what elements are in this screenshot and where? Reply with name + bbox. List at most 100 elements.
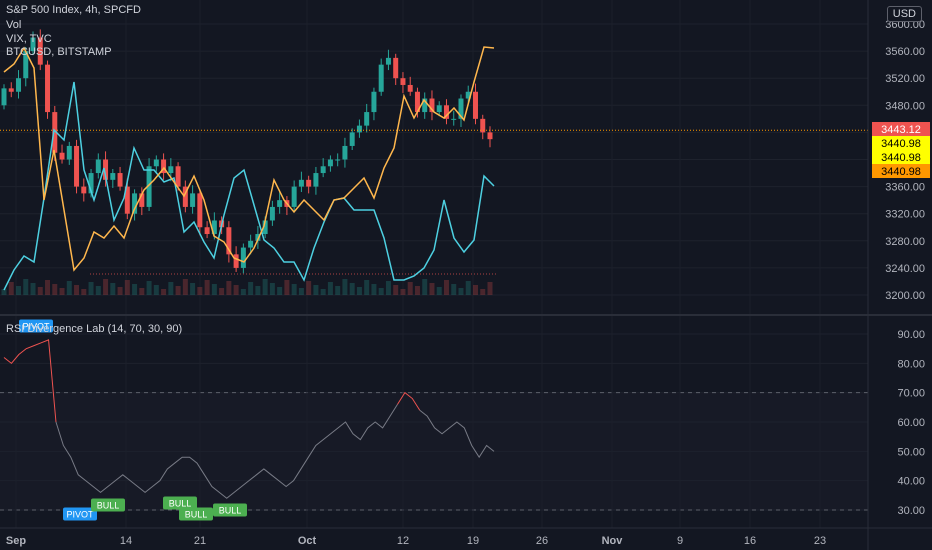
- legend-btcusd[interactable]: BTCUSD, BITSTAMP: [6, 46, 112, 58]
- price-label-text[interactable]: 3440.98: [881, 138, 921, 150]
- candle-body: [74, 145, 80, 187]
- candle-body: [269, 206, 275, 221]
- volume-bar: [313, 285, 319, 295]
- volume-bar: [342, 279, 348, 295]
- volume-bar: [327, 282, 333, 295]
- volume-bar: [117, 287, 123, 295]
- volume-bar: [277, 287, 283, 295]
- price-label-text[interactable]: 3440.98: [881, 152, 921, 164]
- time-tick-label: 23: [814, 535, 826, 547]
- candle-body: [182, 186, 188, 207]
- candle-body: [393, 57, 399, 79]
- price-label[interactable]: [872, 136, 930, 150]
- candle-body: [139, 193, 145, 207]
- price-label[interactable]: [872, 150, 930, 164]
- rsi-indicator-title[interactable]: RSI Divergence Lab (14, 70, 30, 90): [6, 323, 183, 335]
- candle-body: [451, 118, 457, 120]
- candle-body: [1, 88, 7, 106]
- volume-bar: [364, 280, 370, 295]
- time-tick-label: 12: [397, 535, 409, 547]
- volume-bar: [1, 289, 7, 295]
- time-tick-label: 9: [677, 535, 683, 547]
- signal-marker-label[interactable]: PIVOT: [22, 322, 50, 332]
- price-tick-label: 3520.00: [885, 73, 925, 85]
- candle-body: [422, 98, 428, 113]
- signal-marker[interactable]: [19, 319, 53, 333]
- candle-body: [16, 78, 22, 92]
- price-label-text[interactable]: 3443.12: [881, 124, 921, 136]
- candle-body: [59, 152, 65, 160]
- volume-bar: [458, 288, 464, 295]
- candle-body: [298, 179, 304, 187]
- signal-marker[interactable]: [179, 507, 213, 521]
- candle-body: [146, 166, 152, 207]
- volume-bar: [59, 288, 65, 295]
- signal-marker-label[interactable]: BULL: [185, 510, 208, 520]
- price-tick-label: 3200.00: [885, 290, 925, 302]
- signal-marker-label[interactable]: BULL: [219, 506, 242, 516]
- candle-body: [248, 240, 254, 248]
- candle-body: [436, 105, 442, 113]
- candle-body: [356, 125, 362, 133]
- volume-bar: [291, 284, 297, 295]
- rsi-tick-label: 60.00: [897, 417, 925, 429]
- candle-body: [197, 193, 203, 228]
- volume-bar: [66, 281, 72, 295]
- volume-bar: [429, 283, 435, 295]
- volume-bar: [298, 288, 304, 295]
- rsi-line: [419, 409, 495, 459]
- candle-body: [378, 64, 384, 92]
- volume-bar: [443, 280, 449, 295]
- candle-body: [8, 88, 14, 92]
- price-label-text[interactable]: 3440.98: [881, 166, 921, 178]
- candle-body: [23, 51, 29, 79]
- price-tick-label: 3240.00: [885, 263, 925, 275]
- volume-bar: [81, 289, 87, 295]
- price-label[interactable]: [872, 122, 930, 136]
- volume-bar: [197, 287, 203, 295]
- signal-marker-label[interactable]: PIVOT: [66, 510, 94, 520]
- volume-bar: [262, 279, 268, 295]
- candle-body: [472, 91, 478, 119]
- volume-bars: [1, 279, 493, 295]
- volume-bar: [320, 289, 326, 295]
- signal-marker-label[interactable]: BULL: [97, 501, 120, 511]
- volume-bar: [204, 280, 210, 295]
- signal-marker-label[interactable]: BULL: [169, 499, 192, 509]
- volume-bar: [16, 286, 22, 295]
- price-label[interactable]: [872, 164, 930, 178]
- candle-body: [226, 227, 232, 255]
- currency-button[interactable]: USD: [886, 6, 922, 22]
- candle-body: [414, 91, 420, 113]
- signal-marker[interactable]: [213, 503, 247, 517]
- legend-volume[interactable]: Vol: [6, 19, 22, 31]
- candle-body: [277, 200, 283, 207]
- volume-bar: [175, 286, 181, 295]
- volume-bar: [255, 286, 261, 295]
- rsi-tick-label: 90.00: [897, 329, 925, 341]
- candle-body: [443, 105, 449, 119]
- candle-body: [190, 193, 196, 207]
- symbol-title[interactable]: S&P 500 Index, 4h, SPCFD: [6, 4, 141, 16]
- time-tick-label: 19: [467, 535, 479, 547]
- signal-marker[interactable]: [91, 498, 125, 512]
- signal-marker[interactable]: [63, 507, 97, 521]
- candle-body: [306, 179, 312, 187]
- price-tick-label: 3320.00: [885, 209, 925, 221]
- legend-vix[interactable]: VIX, TVC: [6, 33, 52, 45]
- volume-bar: [400, 289, 406, 295]
- rsi-line: [3, 339, 57, 423]
- candle-body: [465, 91, 471, 99]
- candle-body: [103, 159, 109, 180]
- candle-body: [175, 166, 181, 187]
- rsi-tick-label: 40.00: [897, 476, 925, 488]
- volume-bar: [124, 280, 130, 295]
- candle-body: [30, 37, 36, 52]
- signal-marker[interactable]: [163, 496, 197, 510]
- candle-body: [487, 132, 493, 140]
- volume-bar: [190, 283, 196, 295]
- time-tick-label: Nov: [602, 535, 624, 547]
- volume-bar: [30, 283, 36, 295]
